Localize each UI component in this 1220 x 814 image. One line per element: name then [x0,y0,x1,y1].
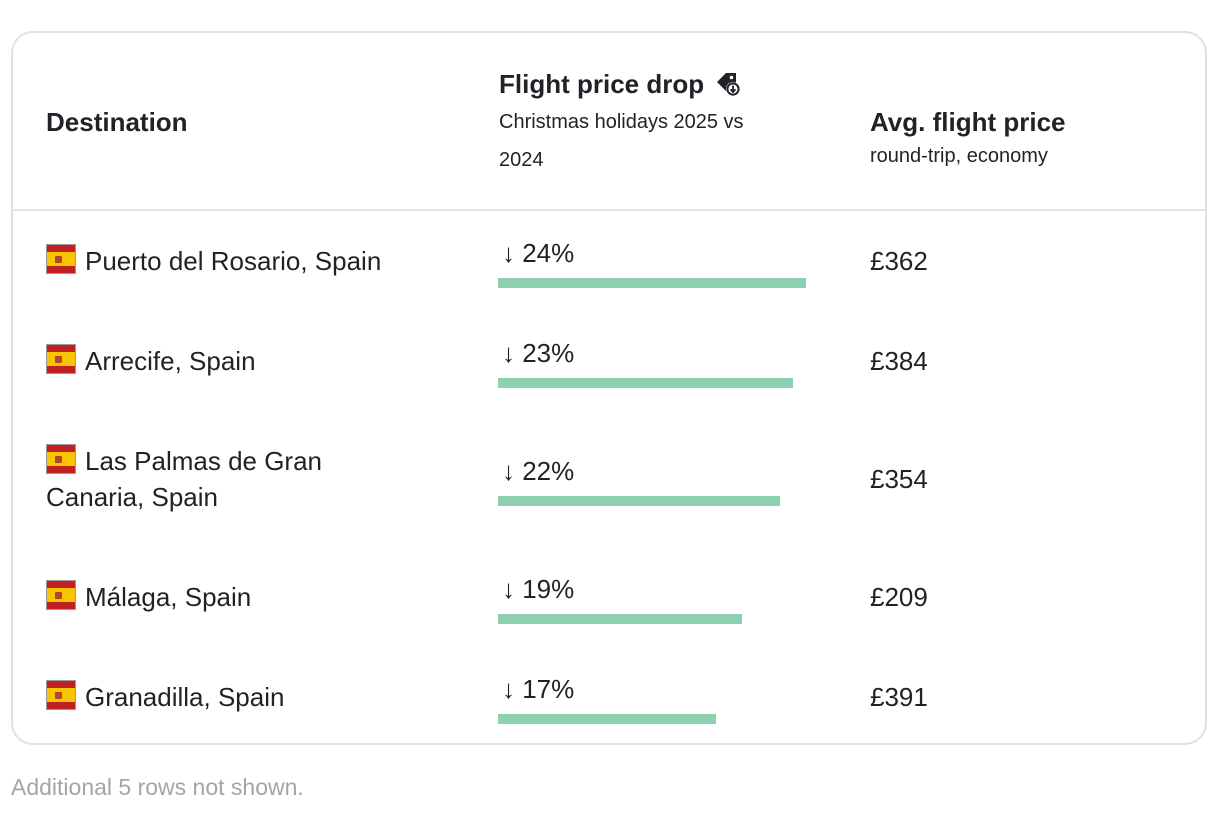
price-drop-cell: ↓ 23% [498,337,818,397]
table-row: Málaga, Spain ↓ 19% £209 [13,547,1205,647]
destination-cell: Granadilla, Spain [46,679,416,715]
price-drop-bar [498,378,793,388]
price-drop-bar [498,496,780,506]
price-drop-cell: ↓ 17% [498,673,818,733]
destination-cell: Arrecife, Spain [46,343,416,379]
price-drop-bar [498,614,742,624]
price-drop-cell: ↓ 19% [498,573,818,633]
table-row: Puerto del Rosario, Spain ↓ 24% £362 [13,211,1205,311]
table-row: Las Palmas de Gran Canaria, Spain ↓ 22% … [13,411,1205,547]
avg-price-value: £362 [870,246,928,276]
price-drop-cell: ↓ 22% [498,455,818,515]
destination-name: Arrecife, Spain [85,346,256,376]
footnote: Additional 5 rows not shown. [11,774,304,800]
price-drop-cell: ↓ 24% [498,237,818,297]
spain-flag-icon [46,344,76,374]
table-header: Destination Flight price drop Christmas … [13,33,1205,211]
price-drop-bar [498,714,716,724]
price-drop-value: ↓ 19% [502,574,575,604]
price-tag-down-icon [714,70,742,98]
header-price-drop-title: Flight price drop [499,69,705,99]
avg-price-value: £354 [870,464,928,494]
spain-flag-icon [46,244,76,274]
destination-cell: Málaga, Spain [46,579,416,615]
price-drop-bar [498,278,806,288]
destination-cell: Puerto del Rosario, Spain [46,243,416,279]
spain-flag-icon [46,580,76,610]
header-price-drop-title-wrap: Flight price drop [499,67,789,101]
avg-price-value: £384 [870,346,928,376]
price-drop-value: ↓ 24% [502,238,575,268]
destination-name: Puerto del Rosario, Spain [85,246,382,276]
avg-price-value: £391 [870,682,928,712]
price-drop-table: Destination Flight price drop Christmas … [11,31,1207,745]
spain-flag-icon [46,680,76,710]
header-price-drop-subtitle: Christmas holidays 2025 vs 2024 [499,111,744,171]
header-avg-price: Avg. flight price round-trip, economy [870,105,1066,175]
price-drop-value: ↓ 23% [502,338,575,368]
table-row: Granadilla, Spain ↓ 17% £391 [13,647,1205,743]
header-avg-price-title: Avg. flight price [870,107,1066,137]
avg-price-value: £209 [870,582,928,612]
spain-flag-icon [46,444,76,474]
table-row: Arrecife, Spain ↓ 23% £384 [13,311,1205,411]
header-avg-price-subtitle: round-trip, economy [870,145,1048,167]
destination-name: Málaga, Spain [85,582,252,612]
price-drop-value: ↓ 22% [502,456,575,486]
price-drop-value: ↓ 17% [502,674,575,704]
destination-name: Las Palmas de Gran Canaria, Spain [46,446,323,512]
header-destination: Destination [46,107,188,137]
destination-cell: Las Palmas de Gran Canaria, Spain [46,443,376,515]
header-price-drop: Flight price drop Christmas holidays 202… [499,67,789,179]
destination-name: Granadilla, Spain [85,682,285,712]
